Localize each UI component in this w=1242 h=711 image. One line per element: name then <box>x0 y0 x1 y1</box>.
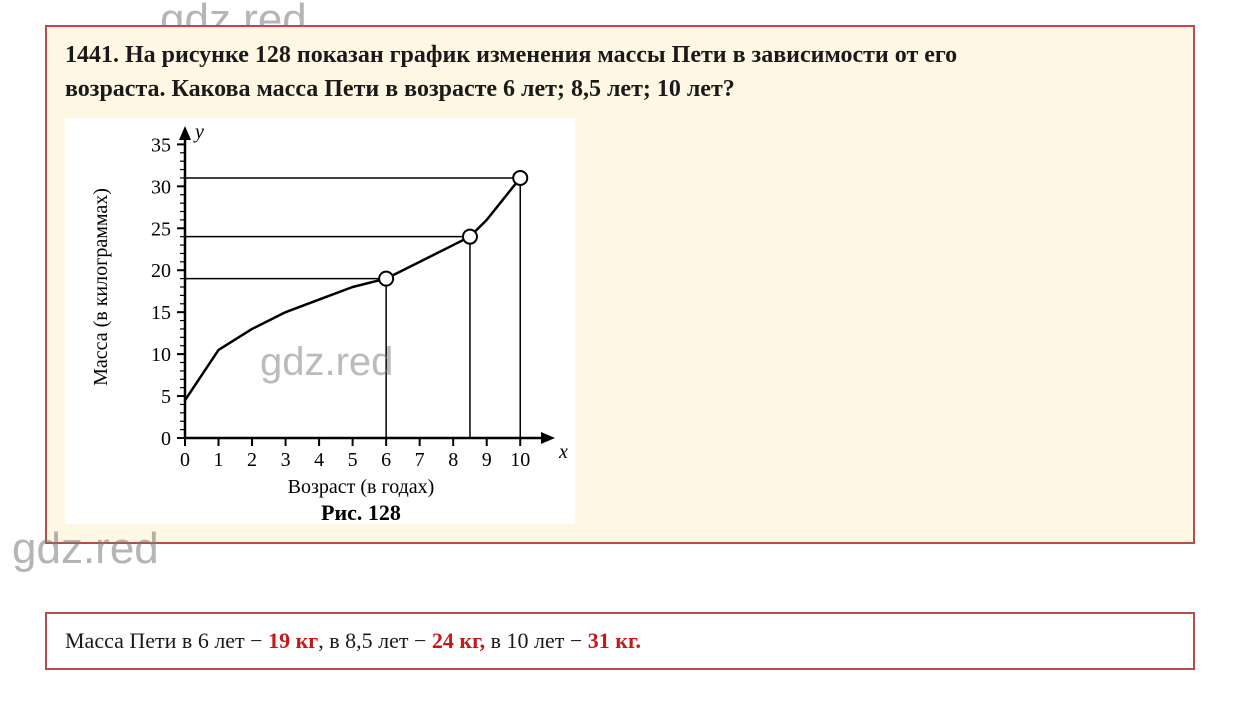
svg-text:10: 10 <box>510 449 530 471</box>
answer-mid2: в 10 лет − <box>485 628 588 653</box>
svg-text:8: 8 <box>448 449 458 471</box>
chart-figure: 0 5 10 15 20 25 30 35 0 1 2 3 4 5 6 7 8 9 10 y x Возраст (в г… <box>65 118 575 524</box>
svg-text:9: 9 <box>482 449 492 471</box>
svg-text:25: 25 <box>151 218 171 240</box>
answer-value-3: 31 кг. <box>588 628 641 653</box>
svg-text:Рис. 128: Рис. 128 <box>321 500 401 524</box>
svg-text:Масса (в килограммах): Масса (в килограммах) <box>90 188 112 386</box>
svg-text:20: 20 <box>151 260 171 282</box>
problem-line1: На рисунке 128 показан график изменения … <box>125 42 957 68</box>
answer-mid1: , в 8,5 лет − <box>318 628 432 653</box>
svg-text:5: 5 <box>161 386 171 408</box>
problem-text: 1441. На рисунке 128 показан график изме… <box>47 27 1193 112</box>
svg-text:30: 30 <box>151 177 171 199</box>
svg-text:2: 2 <box>247 449 257 471</box>
svg-text:5: 5 <box>348 449 358 471</box>
svg-text:6: 6 <box>381 449 391 471</box>
svg-text:1: 1 <box>214 449 224 471</box>
answer-value-2: 24 кг, <box>432 628 485 653</box>
problem-line2: возраста. Какова масса Пети в возрасте 6… <box>65 76 735 102</box>
answer-value-1: 19 кг <box>268 628 318 653</box>
svg-text:3: 3 <box>281 449 291 471</box>
answer-prefix: Масса Пети в 6 лет − <box>65 628 268 653</box>
problem-number: 1441. <box>65 42 119 68</box>
svg-text:15: 15 <box>151 302 171 324</box>
svg-text:10: 10 <box>151 344 171 366</box>
svg-text:x: x <box>558 441 568 463</box>
answer-box: Масса Пети в 6 лет − 19 кг, в 8,5 лет − … <box>45 612 1195 670</box>
chart-svg: 0 5 10 15 20 25 30 35 0 1 2 3 4 5 6 7 8 9 10 y x Возраст (в г… <box>65 118 575 524</box>
svg-text:35: 35 <box>151 135 171 157</box>
svg-text:0: 0 <box>180 449 190 471</box>
svg-text:4: 4 <box>314 449 324 471</box>
svg-text:7: 7 <box>415 449 425 471</box>
svg-text:Возраст (в годах): Возраст (в годах) <box>288 476 435 498</box>
svg-text:0: 0 <box>161 428 171 450</box>
svg-text:y: y <box>193 121 204 143</box>
problem-box: 1441. На рисунке 128 показан график изме… <box>45 25 1195 544</box>
